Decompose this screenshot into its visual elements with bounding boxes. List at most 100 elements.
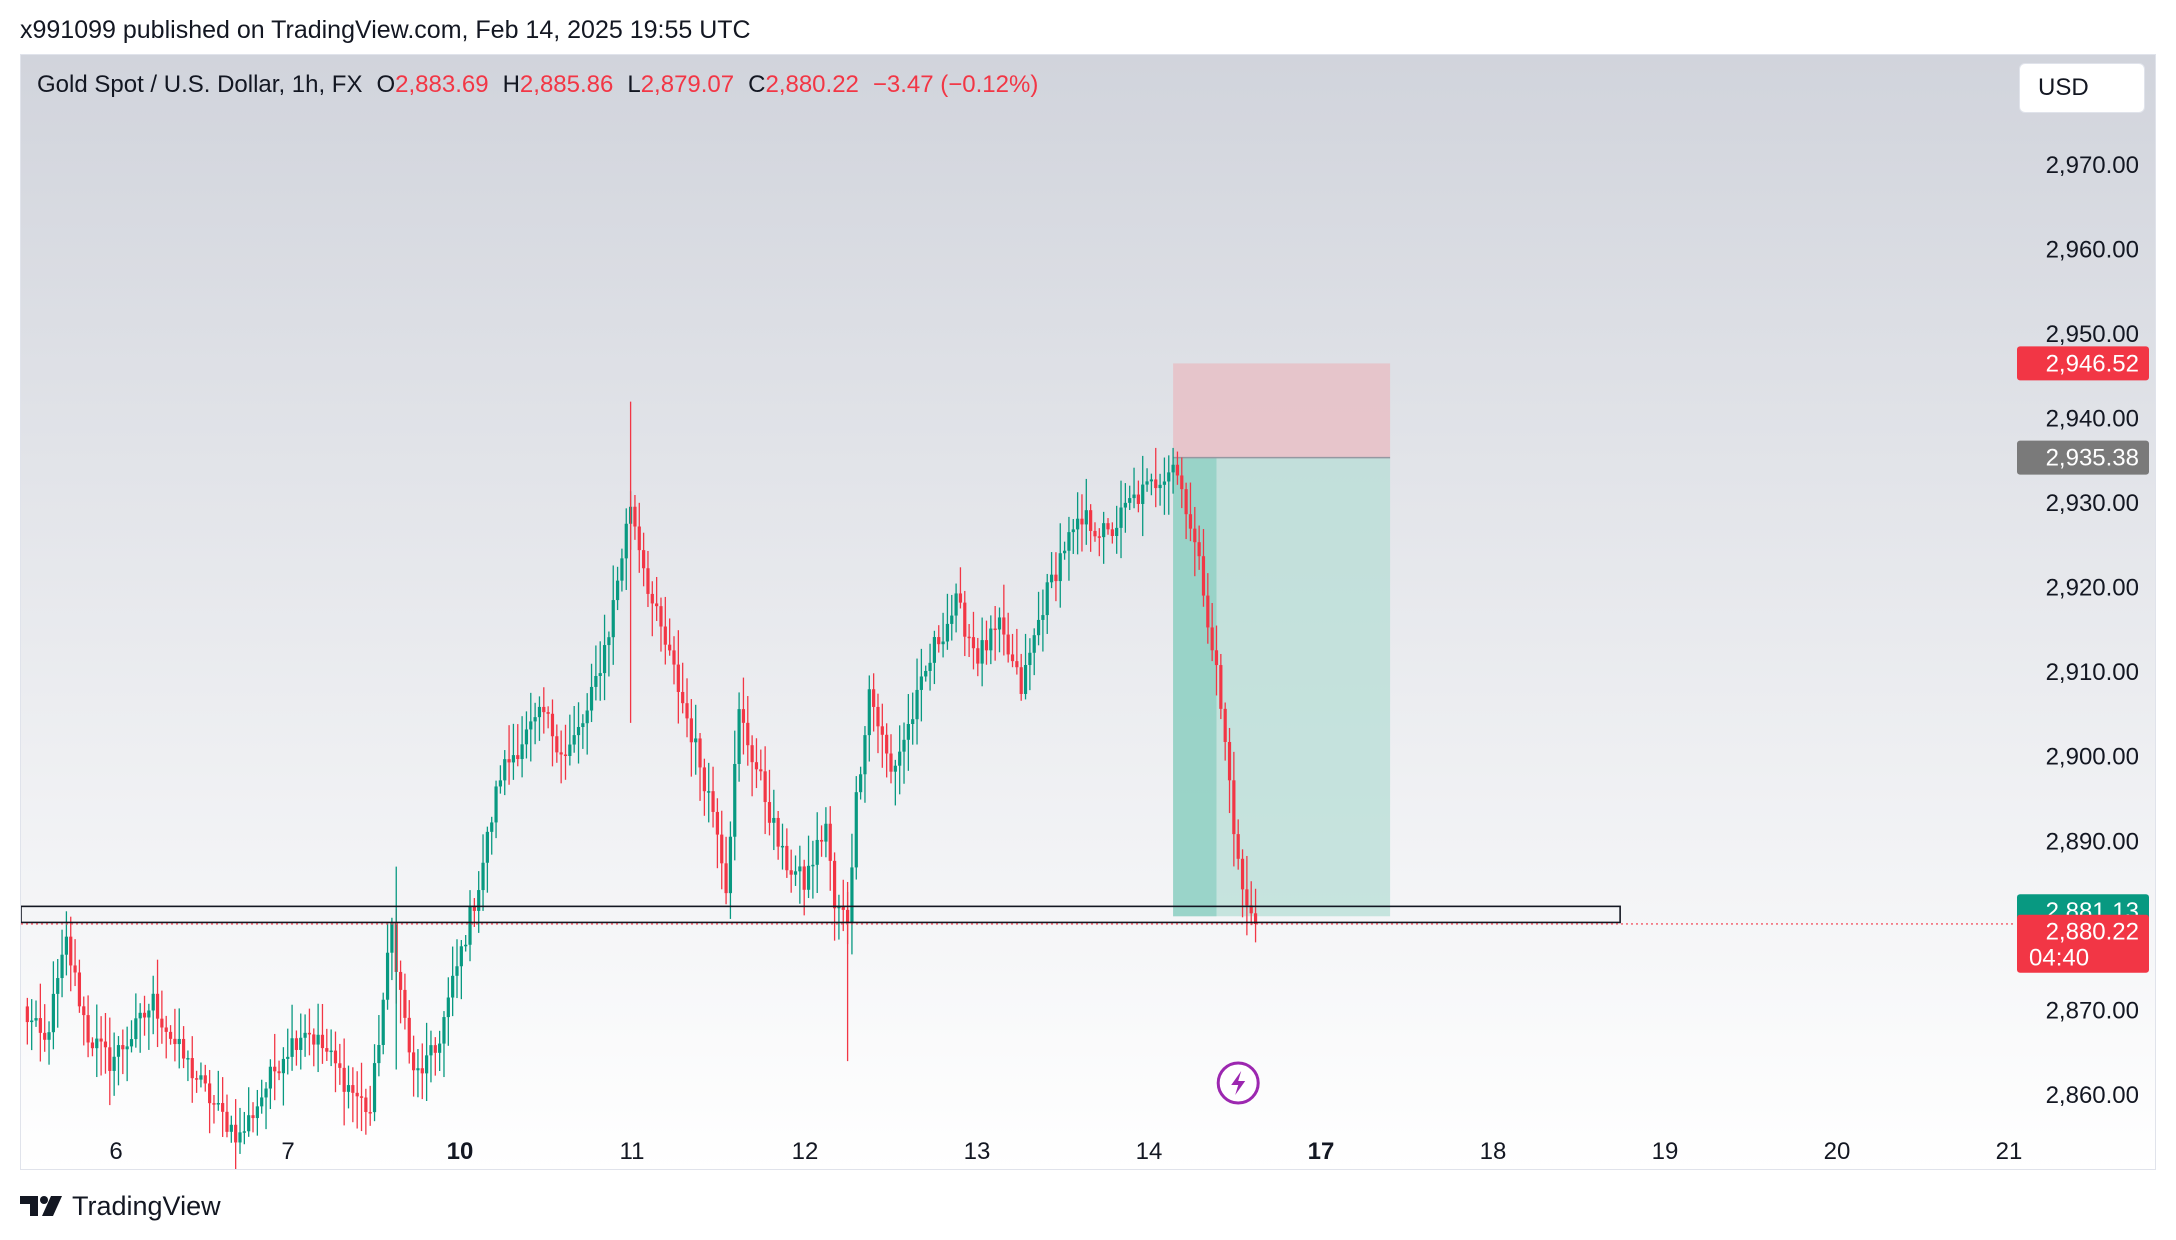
candle-body bbox=[247, 1115, 251, 1132]
currency-button[interactable]: USD bbox=[2019, 63, 2145, 113]
candle-body bbox=[268, 1066, 272, 1089]
candle-body bbox=[90, 1042, 95, 1049]
publish-info: x991099 published on TradingView.com, Fe… bbox=[20, 16, 751, 44]
currency-label: USD bbox=[2038, 74, 2089, 101]
candle-body bbox=[911, 719, 915, 724]
candle-body bbox=[767, 802, 772, 823]
candle-body bbox=[121, 1045, 125, 1050]
candle-body bbox=[129, 1039, 134, 1047]
low-value: 2,879.07 bbox=[640, 71, 735, 98]
candle-body bbox=[1019, 667, 1023, 694]
candle-body bbox=[550, 713, 555, 737]
candle-body bbox=[1041, 615, 1045, 620]
candle-body bbox=[1023, 664, 1028, 694]
candle-body bbox=[806, 865, 811, 890]
y-axis-tick-label: 2,870.00 bbox=[2046, 997, 2139, 1024]
candle-body bbox=[841, 906, 845, 910]
candle-body bbox=[984, 640, 989, 651]
candle-body bbox=[1093, 530, 1097, 537]
candle-body bbox=[555, 736, 559, 753]
candle-body bbox=[242, 1131, 246, 1133]
candle-body bbox=[685, 703, 689, 719]
candle-body bbox=[837, 906, 841, 909]
chart-area[interactable]: 2,970.00 2,960.00 2,950.00 2,940.00 2,930.00… bbox=[20, 54, 2156, 1170]
candle-body bbox=[663, 626, 667, 645]
symbol-name[interactable]: Gold Spot / U.S. Dollar, 1h, FX bbox=[37, 71, 363, 98]
candle-body bbox=[576, 727, 581, 736]
candle-body bbox=[229, 1124, 233, 1132]
candle-body bbox=[25, 1006, 29, 1023]
candle-body bbox=[1249, 905, 1253, 914]
stop-loss-zone bbox=[1173, 363, 1391, 458]
stop-price-label: 2,946.52 bbox=[2046, 350, 2139, 377]
candle-body bbox=[468, 906, 472, 945]
candle-body bbox=[559, 752, 563, 755]
x-axis-tick-label: 7 bbox=[281, 1138, 294, 1165]
candle-body bbox=[607, 637, 611, 646]
candle-body bbox=[1201, 556, 1206, 596]
footer-brand[interactable]: TradingView bbox=[72, 1190, 221, 1221]
candle-body bbox=[798, 866, 802, 872]
candle-body bbox=[533, 717, 537, 722]
candle-body bbox=[138, 1012, 142, 1019]
candle-body bbox=[342, 1067, 346, 1092]
candle-body bbox=[676, 664, 680, 692]
candle-body bbox=[1063, 550, 1067, 554]
y-axis-tick-label: 2,890.00 bbox=[2046, 828, 2139, 855]
y-axis-tick-label: 2,960.00 bbox=[2046, 236, 2139, 263]
candle-body bbox=[477, 890, 481, 911]
candle-body bbox=[624, 523, 628, 559]
candle-body bbox=[451, 975, 455, 998]
candle-body bbox=[772, 817, 776, 823]
candle-body bbox=[455, 966, 459, 976]
candle-body bbox=[481, 862, 485, 891]
candle-body bbox=[811, 864, 815, 867]
candle-body bbox=[802, 866, 806, 890]
candle-body bbox=[108, 1047, 112, 1071]
candle-body bbox=[464, 944, 468, 947]
candle-body bbox=[1123, 502, 1127, 508]
candle-body bbox=[746, 722, 750, 746]
candle-body bbox=[511, 755, 516, 763]
candle-body bbox=[1162, 481, 1167, 485]
candle-body bbox=[715, 811, 719, 835]
candle-body bbox=[1132, 494, 1136, 499]
candle-body bbox=[86, 1015, 90, 1043]
candle-body bbox=[195, 1078, 199, 1080]
chart-background bbox=[21, 55, 2155, 1169]
candle-body bbox=[1106, 523, 1110, 530]
y-axis-tick-label: 2,910.00 bbox=[2046, 659, 2139, 686]
candle-body bbox=[763, 771, 767, 803]
candle-body bbox=[572, 735, 576, 745]
candle-body bbox=[1145, 481, 1149, 485]
candle-body bbox=[82, 1006, 86, 1016]
candle-body bbox=[1032, 635, 1036, 653]
candle-body bbox=[589, 686, 594, 711]
x-axis-tick-label: 12 bbox=[792, 1138, 819, 1165]
candle-body bbox=[199, 1075, 203, 1080]
high-value: 2,885.86 bbox=[519, 71, 614, 98]
candle-body bbox=[277, 1071, 281, 1074]
candle-body bbox=[655, 603, 659, 607]
candle-body bbox=[915, 689, 919, 720]
candle-body bbox=[1084, 510, 1088, 525]
candle-body bbox=[47, 1032, 51, 1040]
candle-body bbox=[885, 734, 889, 754]
price-chart[interactable]: 2,970.00 2,960.00 2,950.00 2,940.00 2,930.00… bbox=[21, 55, 2156, 1170]
candle-body bbox=[398, 971, 403, 990]
candle-body bbox=[733, 763, 737, 837]
candle-body bbox=[1136, 494, 1140, 504]
candle-body bbox=[1223, 708, 1227, 742]
candle-body bbox=[1184, 489, 1188, 515]
candle-body bbox=[724, 863, 728, 894]
candle-body bbox=[38, 1018, 42, 1033]
candle-body bbox=[303, 1032, 307, 1038]
candle-body bbox=[902, 739, 906, 752]
candle-body bbox=[307, 1032, 312, 1035]
candle-body bbox=[668, 644, 672, 651]
candle-body bbox=[208, 1083, 212, 1104]
candle-body bbox=[581, 723, 585, 728]
candle-body bbox=[976, 648, 980, 664]
candle-body bbox=[867, 689, 871, 736]
candle-body bbox=[446, 997, 450, 1018]
